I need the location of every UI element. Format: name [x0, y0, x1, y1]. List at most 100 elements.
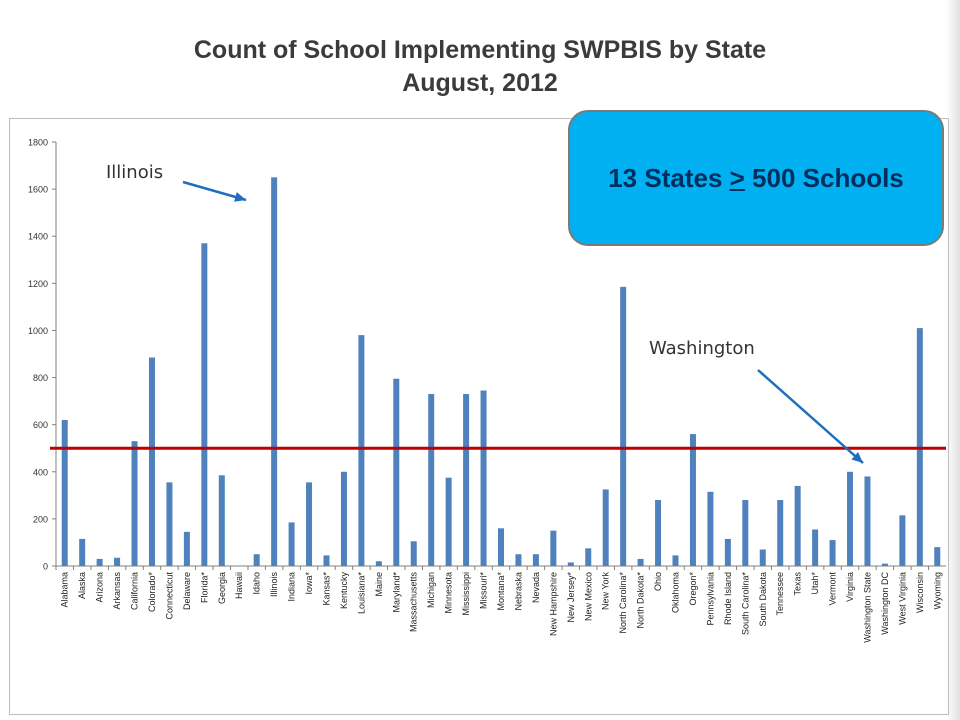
x-tick-label: Kansas* — [321, 572, 331, 606]
chart-title: Count of School Implementing SWPBIS by S… — [0, 34, 960, 100]
x-tick-label: Arkansas — [112, 572, 122, 610]
bar — [794, 485, 801, 566]
bar — [410, 541, 417, 566]
x-tick-label: Iowa* — [304, 572, 314, 595]
x-tick-label: Hawaii — [234, 572, 244, 599]
bar — [829, 540, 836, 566]
x-tick-label: Louisiana* — [356, 572, 366, 615]
x-tick-label: Illinois — [269, 572, 279, 598]
x-tick-label: South Dakota — [758, 572, 768, 627]
x-tick-label: Michigan — [426, 572, 436, 608]
annotation-washington-arrow — [757, 369, 864, 464]
x-tick-label: Delaware — [182, 572, 192, 610]
bar — [620, 286, 627, 566]
x-tick-label: Nebraska — [513, 572, 523, 611]
bar — [707, 491, 714, 566]
annotation-illinois-arrow-head — [234, 192, 246, 202]
bar — [166, 482, 173, 566]
x-tick-label: Texas — [793, 572, 803, 596]
y-tick-label: 1600 — [28, 185, 48, 195]
callout-symbol: > — [729, 162, 745, 193]
bar — [812, 529, 819, 566]
bar — [306, 482, 313, 566]
x-tick-label: Ohio — [653, 572, 663, 591]
bar — [358, 335, 365, 566]
bar — [131, 441, 138, 566]
x-tick-label: Idaho — [252, 572, 262, 595]
slide-edge-shadow — [946, 0, 960, 720]
callout-text-after: 500 Schools — [744, 162, 904, 193]
x-tick-label: Missouri* — [479, 572, 489, 610]
x-tick-label: Indiana — [287, 572, 297, 602]
x-tick-label: Kentucky — [339, 572, 349, 610]
x-tick-label: Georgia — [217, 572, 227, 604]
bar — [515, 554, 522, 566]
x-tick-label: Wisconsin — [915, 572, 925, 613]
bar — [428, 394, 435, 566]
bar — [480, 390, 487, 566]
y-tick-label: 200 — [33, 514, 48, 524]
bar — [114, 557, 121, 566]
bar — [61, 419, 68, 566]
x-tick-label: Florida* — [199, 572, 209, 604]
bar — [148, 357, 155, 566]
x-tick-label: New York — [601, 572, 611, 611]
x-tick-label: Pennsylvania — [705, 572, 715, 626]
x-tick-label: Washington State — [862, 572, 872, 643]
x-tick-label: West Virginia — [897, 572, 907, 625]
bar — [532, 554, 539, 566]
bar — [934, 547, 941, 566]
annotation-washington-arrow-head — [851, 451, 863, 463]
bar — [637, 558, 644, 566]
x-tick-label: New Mexico — [583, 572, 593, 621]
x-tick-label: Montana* — [496, 572, 506, 611]
x-tick-label: New Hampshire — [548, 572, 558, 636]
x-tick-label: Rhode Island — [723, 572, 733, 625]
y-tick-label: 0 — [43, 562, 48, 572]
x-tick-label: Washington DC — [880, 572, 890, 635]
bar — [218, 475, 225, 566]
x-tick-label: North Dakota* — [636, 572, 646, 629]
bar — [742, 500, 749, 566]
bar — [375, 561, 382, 566]
y-tick-label: 600 — [33, 420, 48, 430]
x-tick-label: Mississippi — [461, 572, 471, 616]
x-tick-label: North Carolina* — [618, 572, 628, 634]
bar — [253, 554, 260, 566]
bar — [183, 531, 190, 566]
bar — [463, 394, 470, 566]
callout-text-before: 13 States — [608, 162, 730, 193]
annotation-washington-arrow-shaft — [757, 369, 864, 464]
bar — [323, 555, 330, 566]
x-tick-label: Oklahoma — [671, 572, 681, 613]
y-tick-label: 400 — [33, 467, 48, 477]
bar — [759, 549, 766, 566]
bar — [724, 538, 731, 566]
x-tick-label: Massachusetts — [409, 572, 419, 633]
x-tick-label: California — [130, 572, 140, 610]
y-tick-label: 1400 — [28, 232, 48, 242]
chart-title-line2: August, 2012 — [402, 69, 558, 97]
x-tick-label: Connecticut — [164, 572, 174, 620]
bar — [201, 243, 208, 566]
bar — [271, 177, 278, 567]
chart-title-line1: Count of School Implementing SWPBIS by S… — [193, 36, 767, 64]
annotation-washington-label: Washington — [649, 338, 755, 359]
y-tick-label: 1200 — [28, 279, 48, 289]
x-tick-label: Minnesota — [444, 572, 454, 614]
y-tick-label: 800 — [33, 373, 48, 383]
callout-box: 13 States > 500 Schools — [568, 110, 944, 246]
bar — [340, 471, 347, 566]
bar — [585, 548, 592, 566]
bar — [602, 489, 609, 566]
bar — [777, 500, 784, 566]
x-tick-label: Maine — [374, 572, 384, 597]
bar — [96, 558, 103, 566]
bar — [567, 562, 574, 566]
x-tick-label: Alaska — [77, 572, 87, 599]
x-tick-label: Oregon* — [688, 572, 698, 606]
x-tick-label: Wyoming — [932, 572, 942, 609]
annotation-illinois-label: Illinois — [106, 162, 164, 183]
bar — [655, 500, 662, 566]
bar — [79, 538, 86, 566]
